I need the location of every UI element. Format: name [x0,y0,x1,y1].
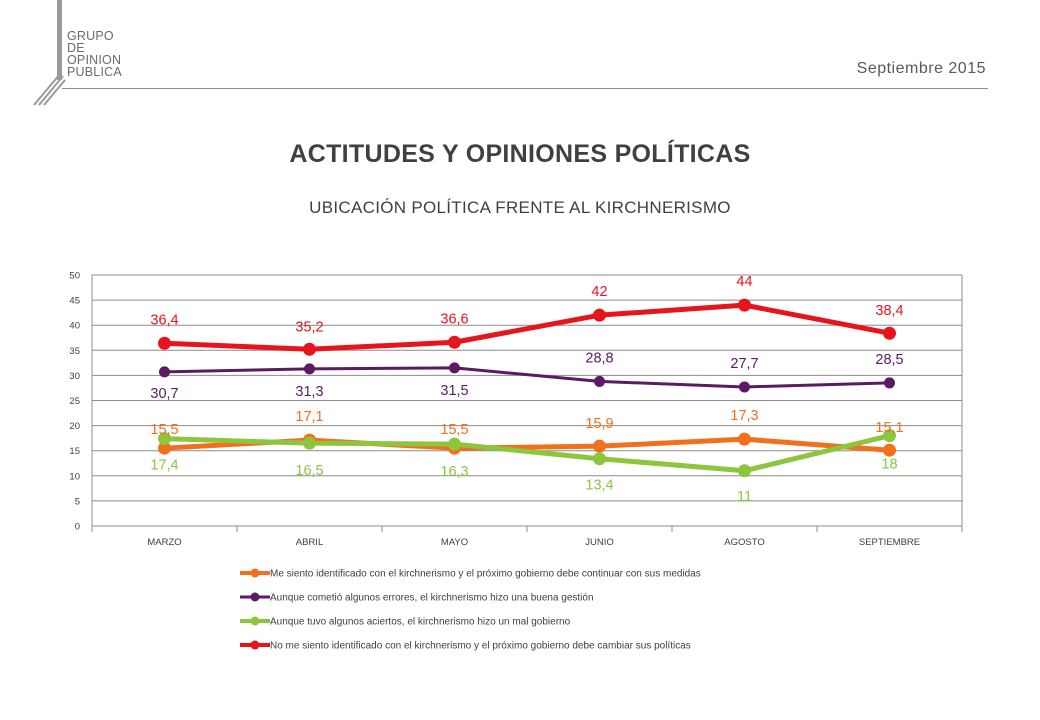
data-label: 18 [881,457,897,473]
data-point [448,437,461,451]
y-tick-label: 45 [69,296,80,307]
y-tick-label: 20 [69,421,80,432]
data-label: 36,6 [440,311,468,327]
legend-entry: Aunque cometió algunos errores, el kirch… [270,593,594,604]
x-tick-label: MARZO [147,537,181,548]
logo-line: DE [67,41,85,55]
logo-line: OPINION [67,53,122,67]
data-point [738,432,751,446]
y-tick-label: 15 [69,446,80,457]
legend-swatch-marker [250,640,260,650]
data-label: 15,5 [440,422,468,438]
data-point [883,443,896,457]
chart-subtitle: UBICACIÓN POLÍTICA FRENTE AL KIRCHNERISM… [309,198,731,217]
data-point [884,377,895,389]
y-tick-label: 50 [69,271,80,282]
y-tick-label: 25 [69,396,80,407]
logo-mark-icon [33,0,66,106]
legend-entry: Me siento identificado con el kirchneris… [270,569,701,580]
legend-swatch-marker [250,568,260,578]
data-point [158,336,171,350]
data-label: 28,8 [585,350,613,366]
data-point [738,464,751,478]
header-divider [62,88,988,89]
data-point [594,375,605,387]
x-tick-label: MAYO [441,537,468,548]
x-tick-label: JUNIO [585,537,614,548]
data-point [159,366,170,378]
data-point [738,298,751,312]
data-point [303,342,316,356]
x-tick-label: SEPTIEMBRE [859,537,920,548]
page-title: ACTITUDES Y OPINIONES POLÍTICAS [289,140,751,168]
data-label: 17,1 [295,409,323,425]
data-point [593,308,606,322]
data-label: 36,4 [150,312,178,328]
legend-swatch-marker [250,592,260,602]
data-point [593,452,606,466]
series-line [163,366,891,389]
data-label: 17,3 [730,408,758,424]
data-label: 35,2 [295,319,323,335]
data-label: 42 [591,284,607,300]
data-label: 15,9 [585,416,613,432]
logo-line: PUBLICA [67,65,122,79]
logo-line: GRUPO [67,29,114,43]
y-tick-label: 40 [69,321,80,332]
logo-text: GRUPO DE OPINION PUBLICA [67,29,122,79]
y-tick-label: 30 [69,371,80,382]
data-label: 15,5 [150,422,178,438]
data-label: 27,7 [730,356,758,372]
data-point [304,363,315,375]
data-label: 44 [736,274,752,290]
y-tick-label: 0 [75,522,80,533]
data-point [158,441,171,455]
data-label: 38,4 [875,303,903,319]
x-tick-label: AGOSTO [724,537,764,548]
data-label: 16,3 [440,464,468,480]
data-label: 31,5 [440,383,468,399]
y-tick-label: 35 [69,346,80,357]
series-line [162,302,892,352]
data-point [739,381,750,393]
series-line [162,433,892,474]
data-point [883,429,896,443]
data-point [303,436,316,450]
grupo-opinion-publica-logo [30,0,170,110]
legend-swatch-marker [250,616,260,626]
y-tick-label: 10 [69,471,80,482]
report-date: Septiembre 2015 [856,60,986,77]
data-label: 16,5 [295,463,323,479]
data-point [158,432,171,446]
data-point [448,335,461,349]
legend-entry: No me siento identificado con el kirchne… [270,641,691,652]
y-tick-label: 5 [75,496,80,507]
data-point [593,439,606,453]
legend-entry: Aunque tuvo algunos aciertos, el kirchne… [270,617,571,628]
data-label: 13,4 [585,478,613,494]
data-label: 28,5 [875,352,903,368]
data-label: 30,7 [150,386,178,402]
data-label: 15,1 [875,420,903,436]
data-label: 17,4 [150,458,178,474]
x-tick-label: ABRIL [296,537,323,548]
data-label: 31,3 [295,384,323,400]
data-point [449,362,460,374]
data-label: 11 [737,489,752,505]
data-point [883,326,896,340]
